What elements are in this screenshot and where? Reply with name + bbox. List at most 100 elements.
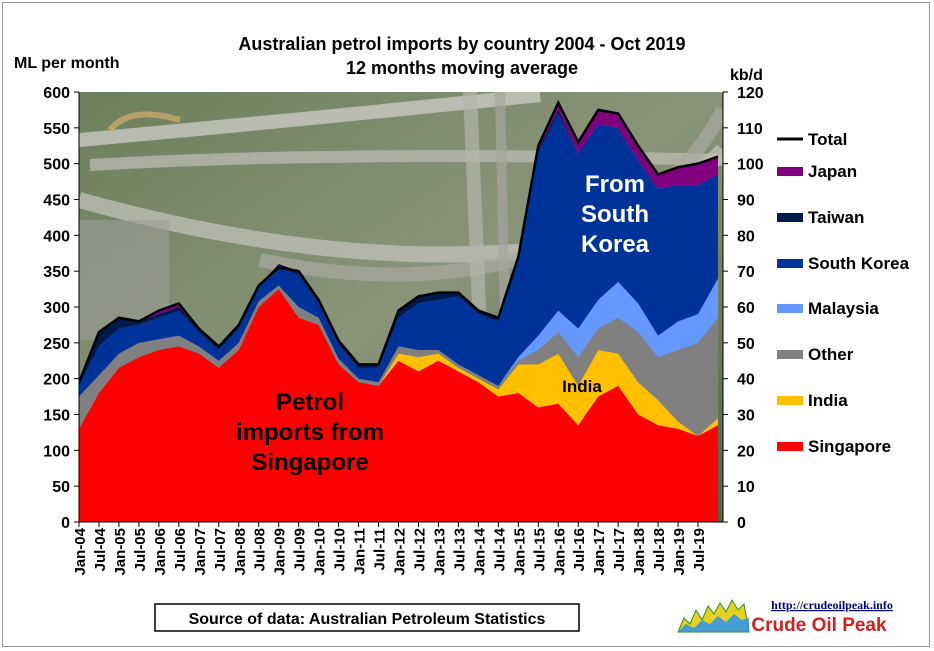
x-tick-label: Jul-07	[212, 528, 229, 571]
x-tick-label: Jan-11	[352, 528, 369, 575]
y-tick-label-right: 70	[737, 264, 755, 281]
y-tick-label-left: 150	[43, 408, 70, 425]
y-ticks-right: 0 10 20 30 40 50 60 70 80 90 100 110 120	[723, 85, 764, 532]
x-tick-label: Jan-06	[152, 528, 169, 576]
y-tick-label-right: 60	[737, 300, 755, 317]
y-tick-label-right: 110	[737, 121, 763, 138]
x-tick-label: Jul-12	[411, 528, 428, 571]
source-box	[154, 603, 580, 632]
y-tick-label-left: 200	[43, 372, 70, 389]
x-tick-label: Jan-16	[551, 528, 568, 576]
x-tick-label: Jan-07	[192, 528, 209, 576]
y-tick-label-right: 30	[737, 408, 755, 425]
legend-swatch-japan	[777, 167, 803, 176]
y-tick-label-left: 550	[43, 121, 70, 138]
annotation-india: India	[562, 377, 602, 396]
x-tick-label: Jan-18	[631, 528, 648, 576]
area-layers	[79, 102, 718, 522]
y-tick-label-right: 40	[737, 372, 755, 389]
y-tick-label-left: 500	[43, 157, 70, 174]
source-label: Source of data: Australian Petroleum Sta…	[189, 611, 546, 628]
y-tick-label-right: 10	[737, 479, 755, 496]
annotation-south-korea-line3: Korea	[581, 231, 650, 258]
x-tick-label: Jul-19	[691, 528, 708, 571]
legend-label-malaysia: Malaysia	[808, 299, 879, 318]
y-tick-label-left: 0	[61, 515, 70, 532]
y-tick-label-right: 120	[737, 85, 764, 102]
legend-swatch-taiwan	[777, 213, 803, 222]
x-tick-label: Jul-17	[611, 528, 628, 571]
y-tick-label-right: 100	[737, 157, 764, 174]
area-other	[79, 285, 718, 436]
y-tick-label-right: 0	[737, 515, 746, 532]
y-ticks-left: 0 50 100 150 200 250 300 350 400 450 500 550 600	[43, 85, 79, 532]
y-tick-label-left: 300	[43, 300, 70, 317]
x-tick-label: Jan-14	[471, 527, 488, 575]
x-tick-label: Jan-13	[431, 528, 448, 576]
legend: Total Japan Taiwan South Korea Malaysia Other…	[777, 130, 910, 456]
legend-swatch-malaysia	[777, 304, 803, 313]
y-tick-label-right: 50	[737, 336, 755, 353]
y-tick-label-left: 400	[43, 228, 70, 245]
x-tick-label: Jul-13	[451, 528, 468, 571]
annotation-singapore-line2: imports from	[236, 419, 384, 446]
line-total	[79, 99, 719, 383]
x-tick-label: Jul-18	[651, 528, 668, 571]
legend-label-japan: Japan	[808, 162, 857, 181]
x-tick-label: Jul-14	[491, 527, 508, 571]
y-axis-label-left: ML per month	[14, 55, 119, 72]
x-ticks: Jan-04 Jul-04 Jan-05 Jul-05 Jan-06 Jul-06 Jan-…	[72, 522, 708, 576]
x-tick-label: Jan-15	[511, 528, 528, 576]
x-tick-label: Jul-16	[571, 528, 588, 571]
x-tick-label: Jan-19	[671, 528, 688, 576]
x-tick-label: Jan-12	[392, 528, 409, 576]
legend-label-other: Other	[808, 345, 854, 364]
x-tick-label: Jan-10	[312, 528, 329, 576]
chart-subtitle: 12 months moving average	[346, 58, 578, 78]
area-india	[79, 289, 718, 436]
x-tick-label: Jul-15	[531, 528, 548, 571]
y-axis-label-right: kb/d	[730, 67, 763, 84]
x-tick-label: Jul-06	[172, 528, 189, 571]
legend-label-total: Total	[808, 130, 847, 149]
y-tick-label-left: 350	[43, 264, 70, 281]
crude-oil-peak-logo: http://crudeoilpeak.info Crude Oil Peak	[677, 598, 893, 636]
total-line-layer	[79, 99, 719, 383]
x-tick-label: Jan-08	[232, 528, 249, 576]
y-tick-label-left: 50	[52, 479, 70, 496]
y-tick-label-left: 100	[43, 443, 70, 460]
legend-swatch-india	[777, 396, 803, 405]
x-tick-label: Jul-09	[292, 528, 309, 571]
x-tick-label: Jan-17	[591, 528, 608, 576]
y-tick-label-left: 600	[43, 85, 70, 102]
y-tick-label-right: 20	[737, 443, 755, 460]
area-malaysia	[79, 278, 718, 397]
y-tick-label-right: 90	[737, 193, 755, 210]
y-tick-label-left: 450	[43, 193, 70, 210]
logo-url[interactable]: http://crudeoilpeak.info	[771, 598, 893, 612]
annotation-south-korea-line1: From	[585, 171, 645, 198]
logo-name: Crude Oil Peak	[751, 615, 887, 636]
x-tick-label: Jul-10	[332, 528, 349, 571]
x-tick-label: Jul-04	[92, 527, 109, 571]
legend-label-india: India	[808, 391, 848, 410]
x-tick-label: Jul-05	[132, 528, 149, 571]
legend-swatch-south-korea	[777, 259, 803, 268]
legend-swatch-singapore	[777, 442, 803, 451]
legend-label-taiwan: Taiwan	[808, 208, 864, 227]
area-south-korea	[79, 113, 718, 397]
x-tick-label: Jan-04	[72, 527, 89, 575]
annotation-south-korea-line2: South	[581, 201, 649, 228]
area-singapore	[79, 289, 718, 522]
legend-label-south-korea: South Korea	[808, 254, 910, 273]
annotation-singapore-line3: Singapore	[251, 449, 368, 476]
chart-title: Australian petrol imports by country 200…	[238, 34, 685, 54]
annotation-singapore-line1: Petrol	[276, 389, 344, 416]
y-tick-label-right: 80	[737, 228, 755, 245]
x-tick-label: Jul-11	[372, 528, 389, 571]
legend-label-singapore: Singapore	[808, 437, 891, 456]
y-tick-label-left: 250	[43, 336, 70, 353]
x-tick-label: Jan-09	[272, 528, 289, 576]
